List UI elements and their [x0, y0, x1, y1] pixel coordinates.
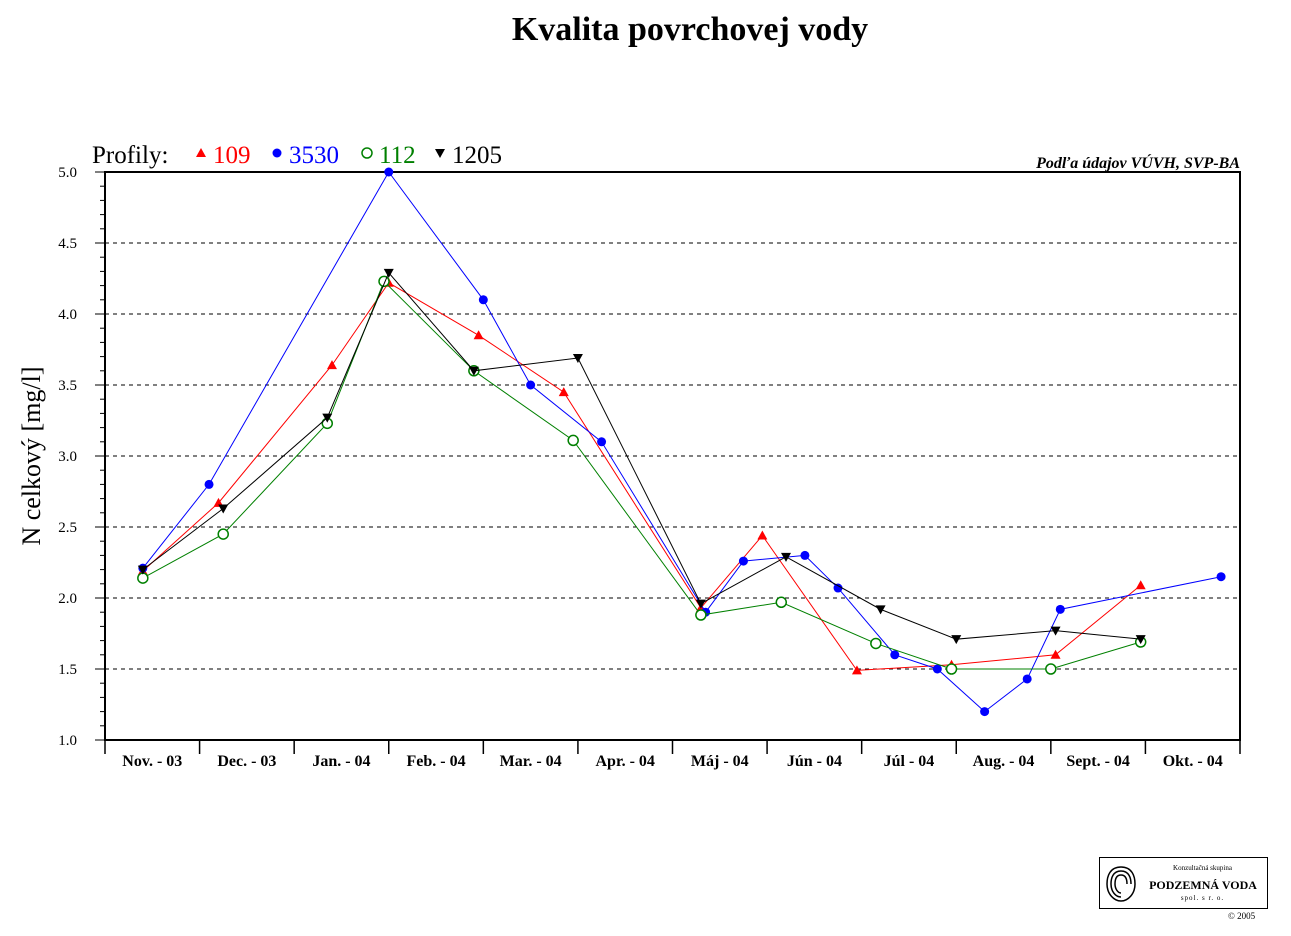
- series-112: [137, 275, 1147, 675]
- y-tick-label: 2.5: [58, 520, 77, 536]
- y-tick-label: 4.0: [58, 307, 77, 323]
- series-line-1205: [142, 271, 1141, 640]
- legend-marker-109: [196, 148, 206, 157]
- data-point: [695, 609, 707, 621]
- legend-label-109: 109: [213, 142, 251, 169]
- data-point: [217, 528, 229, 540]
- y-tick-label: 4.5: [58, 236, 77, 252]
- y-tick-label: 1.0: [58, 733, 77, 749]
- data-point: [757, 530, 768, 540]
- data-point: [468, 366, 479, 376]
- data-point: [1135, 635, 1146, 645]
- data-point: [951, 635, 962, 645]
- x-tick-label: Feb. - 04: [406, 753, 465, 770]
- data-point: [1022, 674, 1032, 684]
- data-point: [597, 437, 607, 447]
- data-point: [137, 565, 148, 575]
- y-tick-label: 1.5: [58, 662, 77, 678]
- data-point: [980, 707, 990, 717]
- data-point: [473, 330, 484, 340]
- logo-main-text: PODZEMNÁ VODA: [1149, 878, 1257, 892]
- y-tick-label: 3.0: [58, 449, 77, 465]
- x-tick-label: Jún - 04: [787, 753, 842, 770]
- legend-label-3530: 3530: [289, 142, 339, 169]
- data-point: [204, 479, 214, 489]
- series-line-3530: [142, 171, 1222, 713]
- data-point: [478, 295, 488, 305]
- y-tick-label: 2.0: [58, 591, 77, 607]
- legend-marker-112: [361, 147, 373, 159]
- company-logo: Konzultačná skupina PODZEMNÁ VODA spol. …: [1099, 857, 1268, 909]
- legend-label-112: 112: [379, 142, 416, 169]
- logo-mark-icon: [1106, 866, 1136, 902]
- data-point: [218, 504, 229, 514]
- series-line-109: [142, 282, 1142, 671]
- data-point: [945, 663, 958, 675]
- x-tick-label: Sept. - 04: [1066, 753, 1130, 770]
- data-point: [875, 605, 886, 615]
- logo-top-text: Konzultačná skupina: [1173, 864, 1232, 872]
- legend-prefix: Profily:: [92, 142, 168, 169]
- data-point: [1050, 649, 1061, 659]
- series-109: [137, 277, 1146, 675]
- series-layer: [137, 167, 1226, 717]
- data-point: [695, 599, 706, 609]
- x-tick-label: Máj - 04: [691, 753, 749, 770]
- x-tick-label: Apr. - 04: [595, 753, 654, 770]
- data-point: [383, 268, 394, 278]
- data-point: [870, 637, 882, 650]
- legend-marker-1205: [435, 149, 445, 158]
- y-tick-label: 3.5: [58, 378, 77, 394]
- data-point: [327, 360, 337, 370]
- series-line-112: [142, 280, 1141, 670]
- legend: Profily: 109 3530 112 1205: [92, 142, 502, 169]
- logo-sub-text: spol. s r. o.: [1180, 894, 1225, 902]
- data-point: [526, 380, 536, 390]
- x-tick-label: Jan. - 04: [312, 753, 370, 770]
- chart-title: Kvalita povrchovej vody: [512, 11, 868, 48]
- data-point: [1055, 604, 1065, 614]
- data-point: [1135, 580, 1146, 590]
- data-point: [558, 387, 569, 397]
- data-point: [890, 650, 900, 660]
- x-tick-label: Okt. - 04: [1163, 753, 1223, 770]
- legend-label-1205: 1205: [452, 142, 502, 169]
- series-1205: [137, 268, 1146, 645]
- axes: 1.0 1.5 2.0 2.5 3.0 3.5 4.0 4.5 5.0 Nov. - 03 Dec.…: [58, 165, 1241, 770]
- x-tick-label: Dec. - 03: [217, 753, 276, 770]
- x-tick-label: Mar. - 04: [500, 753, 562, 770]
- data-point: [567, 434, 579, 447]
- data-point: [851, 665, 862, 675]
- copyright: © 2005: [1228, 911, 1256, 921]
- x-tick-label: Júl - 04: [884, 753, 935, 770]
- data-point: [322, 413, 333, 423]
- data-point: [137, 572, 149, 584]
- y-tick-label: 5.0: [58, 165, 77, 181]
- data-point: [1045, 663, 1057, 675]
- x-tick-label: Nov. - 03: [122, 753, 182, 770]
- gridlines: [105, 242, 1240, 670]
- data-point: [932, 664, 942, 674]
- data-point: [800, 550, 810, 560]
- series-3530: [138, 167, 1226, 717]
- legend-marker-3530: [272, 148, 282, 158]
- source-note: Podľa údajov VÚVH, SVP-BA: [1035, 153, 1240, 172]
- data-point: [384, 167, 394, 177]
- data-point: [775, 596, 788, 609]
- data-point: [738, 556, 748, 566]
- data-point: [833, 583, 843, 593]
- x-tick-label: Aug. - 04: [973, 753, 1035, 770]
- y-axis-label: N celkový [mg/l]: [17, 366, 46, 545]
- data-point: [1050, 626, 1061, 636]
- data-point: [1216, 572, 1226, 582]
- data-point: [781, 552, 791, 562]
- data-point: [572, 354, 583, 364]
